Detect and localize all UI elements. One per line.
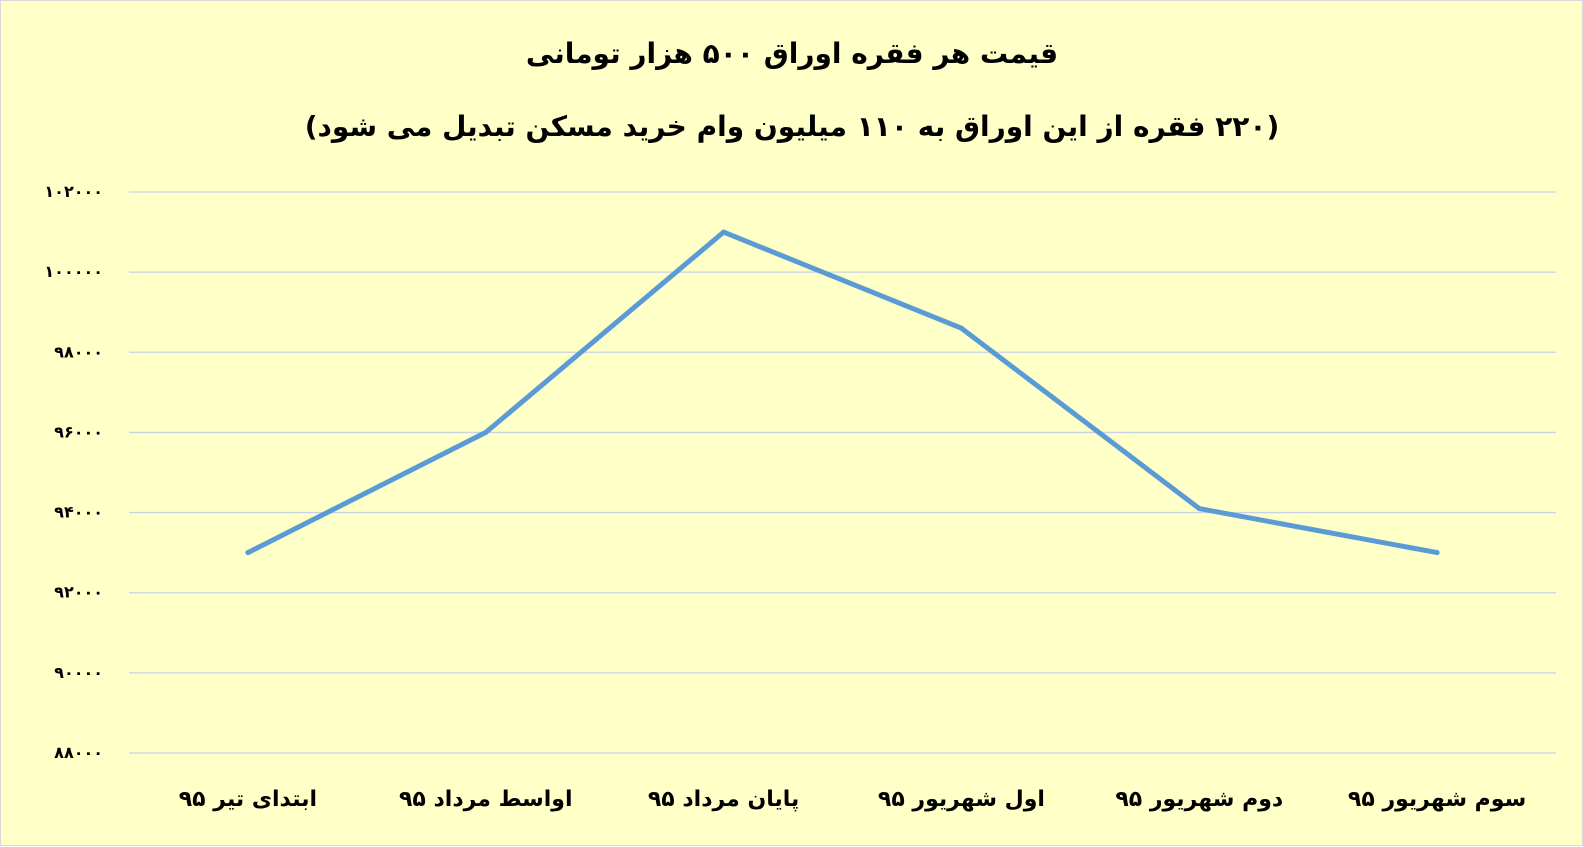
y-tick-label: ۹۸۰۰۰ bbox=[54, 342, 103, 361]
data-point bbox=[1196, 506, 1202, 512]
series-line bbox=[245, 229, 1440, 556]
y-tick-label: ۹۲۰۰۰ bbox=[54, 583, 103, 602]
y-tick-label: ۹۴۰۰۰ bbox=[54, 503, 103, 522]
data-point bbox=[958, 325, 964, 331]
chart-subtitle: (۲۲۰ فقره از این اوراق به ۱۱۰ میلیون وام… bbox=[305, 110, 1280, 143]
y-axis-tick-labels: ۸۸۰۰۰ ۹۰۰۰۰ ۹۲۰۰۰ ۹۴۰۰۰ ۹۶۰۰۰ ۹۸۰۰۰ ۱۰۰۰۰۰ ۱۰۲۰… bbox=[44, 182, 103, 762]
y-tick-label: ۹۰۰۰۰ bbox=[54, 663, 103, 682]
x-category-label: سوم شهریور ۹۵ bbox=[1348, 787, 1526, 812]
x-axis-category-labels: ابتدای تیر ۹۵ اواسط مرداد ۹۵ پایان مرداد ۹… bbox=[179, 787, 1526, 812]
data-point bbox=[245, 550, 251, 556]
series-layer bbox=[245, 229, 1440, 556]
data-point bbox=[483, 429, 489, 435]
chart-title: قیمت هر فقره اوراق ۵۰۰ هزار تومانی bbox=[526, 37, 1058, 70]
x-category-label: اول شهریور ۹۵ bbox=[878, 787, 1045, 812]
gridlines bbox=[129, 191, 1556, 754]
data-point bbox=[721, 229, 727, 235]
x-category-label: پایان مرداد ۹۵ bbox=[648, 787, 799, 812]
x-category-label: دوم شهریور ۹۵ bbox=[1115, 787, 1283, 812]
y-tick-label: ۱۰۲۰۰۰ bbox=[44, 182, 103, 201]
y-tick-label: ۸۸۰۰۰ bbox=[54, 743, 103, 762]
y-tick-label: ۱۰۰۰۰۰ bbox=[44, 262, 103, 281]
x-category-label: ابتدای تیر ۹۵ bbox=[179, 787, 317, 812]
x-category-label: اواسط مرداد ۹۵ bbox=[399, 787, 573, 812]
y-tick-label: ۹۶۰۰۰ bbox=[54, 422, 103, 441]
data-point bbox=[1434, 550, 1440, 556]
